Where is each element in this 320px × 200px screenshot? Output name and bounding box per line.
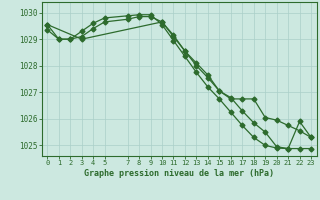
X-axis label: Graphe pression niveau de la mer (hPa): Graphe pression niveau de la mer (hPa) [84, 169, 274, 178]
